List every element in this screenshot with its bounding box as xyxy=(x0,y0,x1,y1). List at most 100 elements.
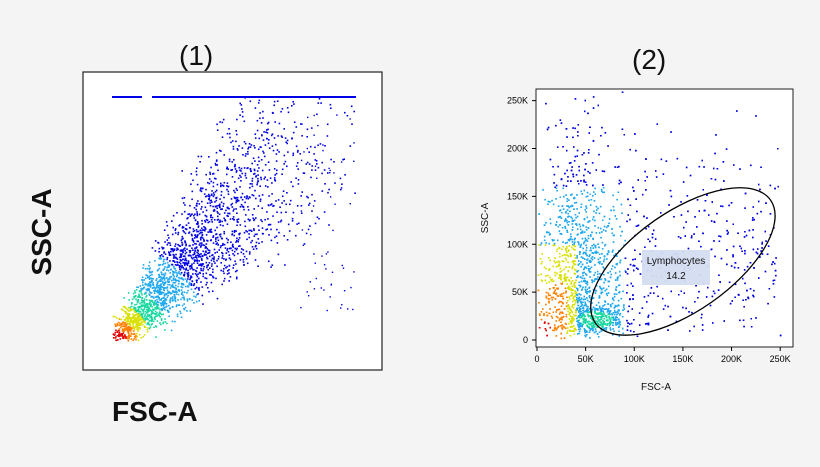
event-dot xyxy=(163,279,166,281)
event-dot xyxy=(321,161,323,164)
event-dot xyxy=(185,243,187,246)
saturation-dot xyxy=(198,96,200,98)
event-dot xyxy=(169,299,172,301)
event-dot xyxy=(255,245,257,247)
event-dot xyxy=(213,219,216,221)
event-dot xyxy=(153,292,156,294)
event-dot xyxy=(169,276,171,279)
event-dot xyxy=(207,231,209,233)
event-dot xyxy=(148,278,151,280)
event-dot xyxy=(129,322,131,324)
event-dot xyxy=(285,141,287,143)
event-dot xyxy=(167,278,170,280)
event-dot xyxy=(233,250,236,253)
event-dot xyxy=(701,313,703,316)
event-dot xyxy=(172,260,175,262)
event-dot xyxy=(315,277,317,280)
event-dot xyxy=(183,197,186,199)
event-dot xyxy=(287,223,290,226)
event-dot xyxy=(132,317,135,320)
event-dot xyxy=(578,212,580,214)
event-dot xyxy=(218,255,220,258)
event-dot xyxy=(710,220,713,222)
event-dot xyxy=(165,306,167,308)
event-dot xyxy=(315,160,318,162)
event-dot xyxy=(206,257,209,260)
event-dot xyxy=(188,213,191,215)
event-dot xyxy=(181,278,183,280)
event-dot xyxy=(334,203,336,205)
event-dot xyxy=(153,326,155,329)
event-dot xyxy=(134,304,136,306)
event-dot xyxy=(164,298,166,301)
event-dot xyxy=(226,247,229,250)
event-dot xyxy=(580,302,583,305)
saturation-dot xyxy=(210,96,212,98)
event-dot xyxy=(261,194,264,196)
event-dot xyxy=(196,262,199,264)
event-dot xyxy=(159,292,161,294)
event-dot xyxy=(188,249,191,252)
event-dot xyxy=(620,203,623,206)
event-dot xyxy=(151,320,153,323)
event-dot xyxy=(342,158,344,161)
saturation-dot xyxy=(118,96,120,98)
event-dot xyxy=(572,304,574,306)
event-dot xyxy=(601,248,604,250)
event-dot xyxy=(212,235,215,237)
event-dot xyxy=(165,292,168,295)
event-dot xyxy=(154,318,156,321)
event-dot xyxy=(244,201,246,204)
event-dot xyxy=(235,187,238,190)
event-dot xyxy=(138,296,141,298)
saturation-dot xyxy=(254,96,256,98)
event-dot xyxy=(276,169,278,172)
event-dot xyxy=(163,284,165,286)
event-dot xyxy=(190,284,193,286)
saturation-dot xyxy=(272,96,274,98)
event-dot xyxy=(559,196,561,198)
event-dot xyxy=(235,196,237,199)
event-dot xyxy=(168,264,171,267)
event-dot xyxy=(297,168,299,170)
event-dot xyxy=(189,265,191,268)
event-dot xyxy=(580,322,583,325)
event-dot xyxy=(181,249,183,251)
event-dot xyxy=(187,274,190,276)
event-dot xyxy=(199,264,201,267)
event-dot xyxy=(114,325,117,328)
event-dot xyxy=(162,288,165,291)
event-dot xyxy=(126,309,129,311)
saturation-dot xyxy=(116,96,118,98)
event-dot xyxy=(262,117,264,119)
event-dot xyxy=(166,224,169,227)
event-dot xyxy=(573,285,576,287)
event-dot xyxy=(139,326,141,329)
event-dot xyxy=(578,316,581,319)
event-dot xyxy=(169,293,172,295)
event-dot xyxy=(196,213,198,215)
event-dot xyxy=(259,117,261,120)
event-dot xyxy=(186,310,188,312)
event-dot xyxy=(142,281,144,284)
event-dot xyxy=(182,230,184,232)
event-dot xyxy=(601,241,604,244)
event-dot xyxy=(306,291,308,293)
event-dot xyxy=(184,232,187,235)
event-dot xyxy=(201,259,203,261)
event-dot xyxy=(191,237,194,240)
saturation-dot xyxy=(130,96,132,98)
event-dot xyxy=(127,332,130,335)
event-dot xyxy=(615,288,617,290)
event-dot xyxy=(540,242,543,244)
event-dot xyxy=(135,321,137,323)
saturation-dot xyxy=(354,96,356,98)
event-dot xyxy=(205,272,208,275)
event-dot xyxy=(134,325,137,328)
event-dot xyxy=(221,136,224,138)
event-dot xyxy=(177,231,180,234)
event-dot xyxy=(330,158,332,161)
event-dot xyxy=(132,322,134,325)
event-dot xyxy=(147,309,149,311)
event-dot xyxy=(232,253,234,255)
